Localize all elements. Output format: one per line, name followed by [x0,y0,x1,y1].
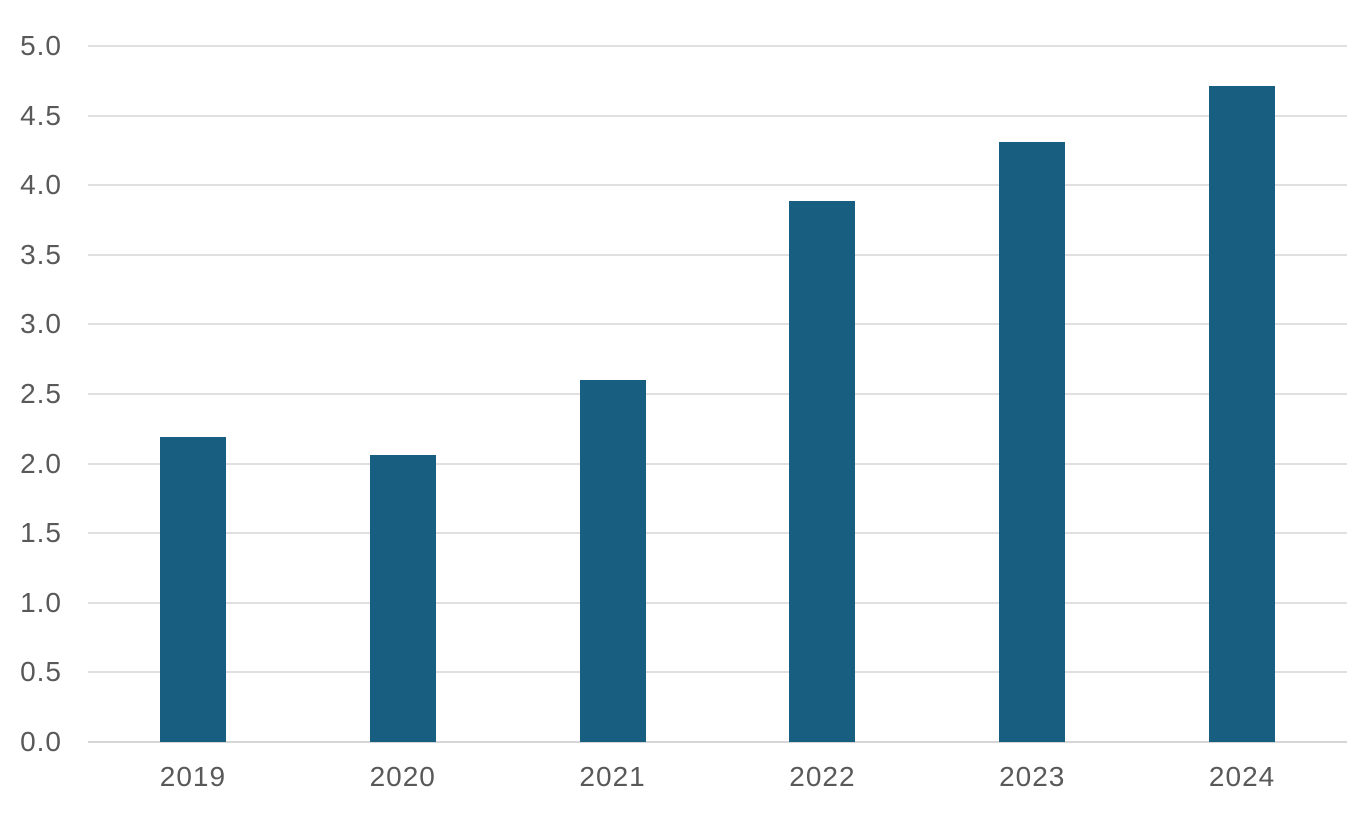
bar-2022 [789,200,856,742]
x-axis-line [88,741,1347,743]
y-tick-label-3.0: 3.0 [20,308,62,340]
y-tick-label-2.0: 2.0 [20,447,62,479]
x-tick-label-2023: 2023 [999,761,1066,792]
x-tick-label-2020: 2020 [369,761,436,792]
y-tick-label-2.5: 2.5 [20,378,62,409]
gridline-5.0 [88,45,1347,47]
gridline-4.5 [88,114,1347,117]
y-tick-label-4.0: 4.0 [20,169,62,201]
bar-2021 [579,380,646,742]
gridline-0.5 [88,671,1347,674]
x-tick-label-2021: 2021 [579,761,646,792]
gridline-4.0 [88,184,1347,187]
x-tick-label-2024: 2024 [1208,761,1276,792]
bar-2023 [999,142,1066,742]
gridline-1.0 [88,601,1347,604]
y-tick-label-1.5: 1.5 [20,517,62,549]
bar-2019 [159,437,226,742]
bar-2020 [369,455,436,742]
x-tick-label-2022: 2022 [789,761,856,792]
y-tick-label-5.0: 5.0 [20,30,62,61]
plot-area [88,45,1347,743]
bar-2024 [1209,86,1276,742]
gridline-2.5 [88,393,1347,395]
gridline-3.0 [88,323,1347,326]
y-tick-label-0.0: 0.0 [20,726,62,757]
y-tick-label-1.0: 1.0 [20,586,62,618]
x-tick-label-2019: 2019 [159,761,227,792]
gridline-2.0 [88,462,1347,465]
gridline-1.5 [88,532,1347,535]
y-tick-label-4.5: 4.5 [20,99,62,131]
y-tick-label-3.5: 3.5 [20,238,62,270]
gridline-3.5 [88,253,1347,256]
y-tick-label-0.5: 0.5 [20,656,62,688]
